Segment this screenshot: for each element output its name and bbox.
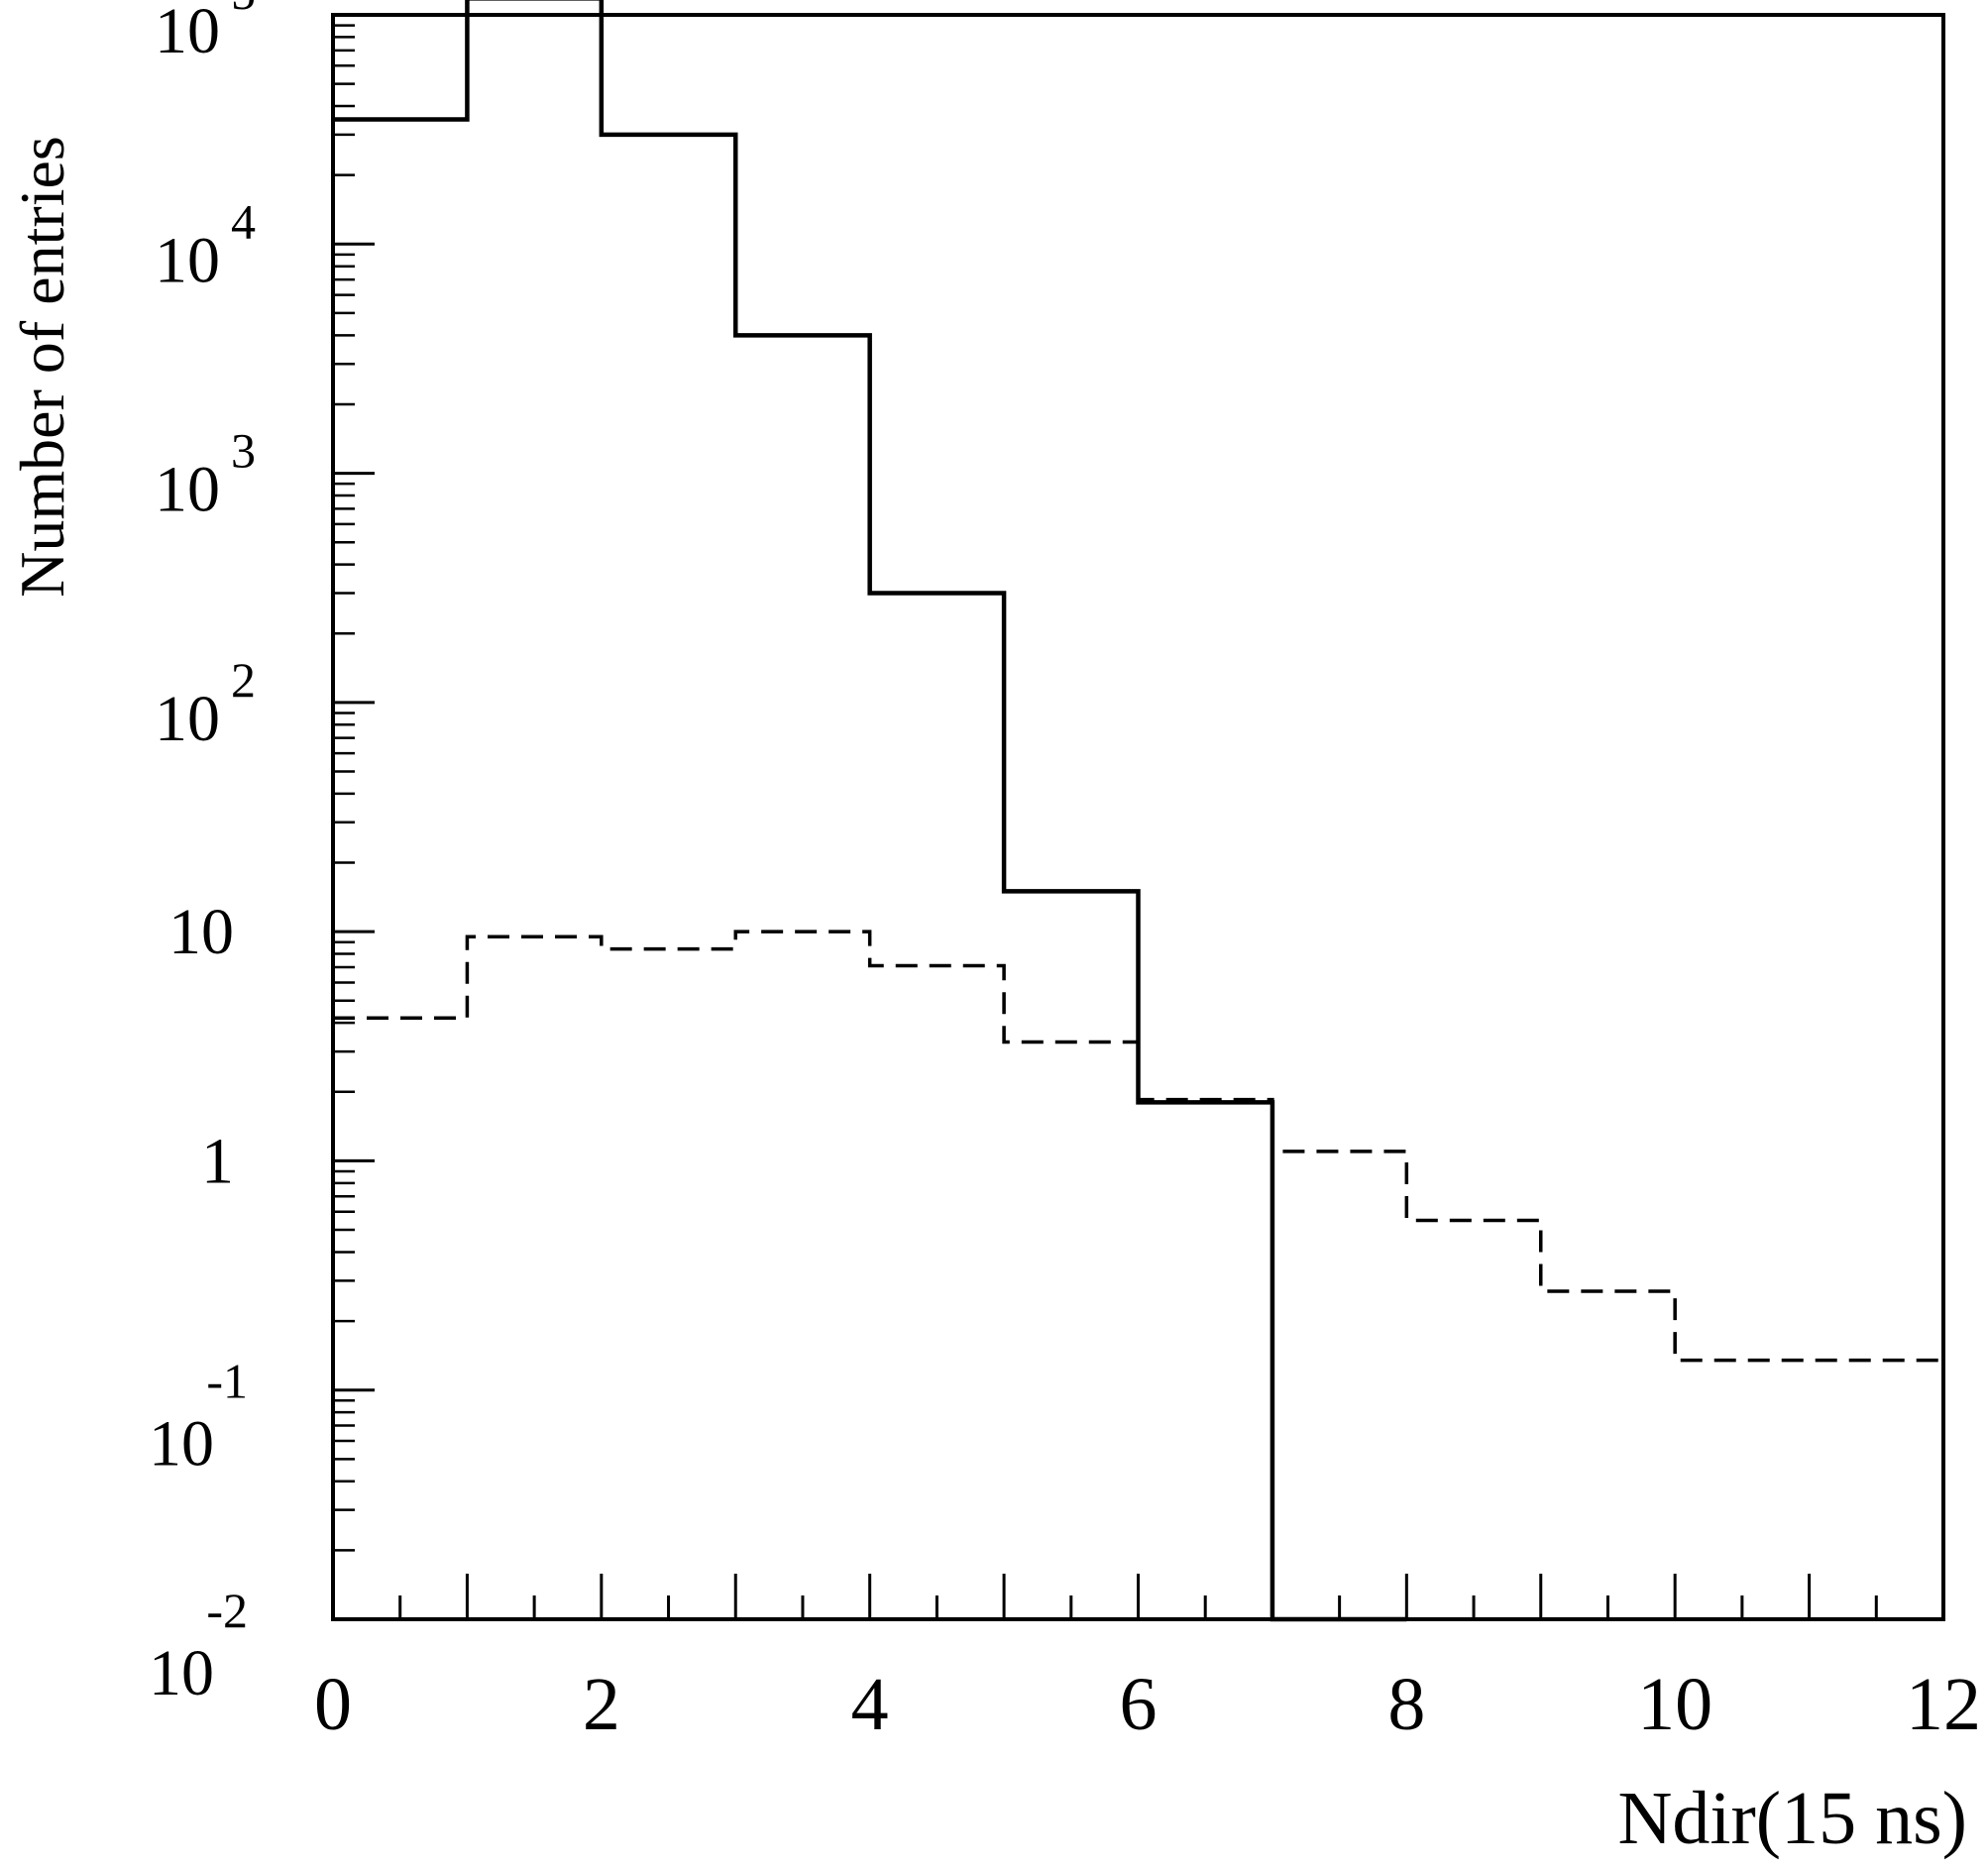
y-tick-label: 10 <box>155 454 220 526</box>
y-ticks <box>333 13 375 1621</box>
y-tick-exponent: 3 <box>231 423 256 479</box>
x-tick-label: 10 <box>1637 1663 1712 1746</box>
series-dashed-line <box>333 930 1943 1363</box>
x-tick-label: 8 <box>1387 1663 1425 1746</box>
y-tick-exponent: 4 <box>231 193 256 249</box>
x-ticks <box>331 1574 1945 1619</box>
x-tick-label: 4 <box>851 1663 889 1746</box>
y-tick-label: 10 <box>155 683 220 755</box>
plot-frame <box>331 13 1945 1621</box>
y-tick-label: 10 <box>149 1408 214 1481</box>
y-tick-exponent: -2 <box>206 1583 248 1638</box>
series <box>333 0 1943 1622</box>
y-tick-labels: 10-210-1110102103104105 <box>149 0 256 1709</box>
x-tick-label: 12 <box>1906 1663 1981 1746</box>
y-tick-label: 1 <box>201 1125 234 1197</box>
x-tick-labels: 0 2 4 6 8 10 12 <box>314 1663 1981 1746</box>
y-tick-exponent: 5 <box>231 0 256 20</box>
x-tick-label: 0 <box>314 1663 352 1746</box>
y-tick-label: 10 <box>149 1637 214 1709</box>
y-axis-title: Number of entries <box>7 136 77 598</box>
x-tick-label: 6 <box>1120 1663 1158 1746</box>
y-tick-label: 10 <box>168 896 234 968</box>
x-tick-label: 2 <box>583 1663 620 1746</box>
y-tick-label: 10 <box>155 0 220 67</box>
y-tick-label: 10 <box>155 224 220 296</box>
y-tick-exponent: 2 <box>231 652 256 708</box>
series-solid-line <box>333 0 1407 1622</box>
x-axis-title: Ndir(15 ns) <box>1617 1777 1967 1860</box>
y-tick-exponent: -1 <box>206 1354 248 1409</box>
